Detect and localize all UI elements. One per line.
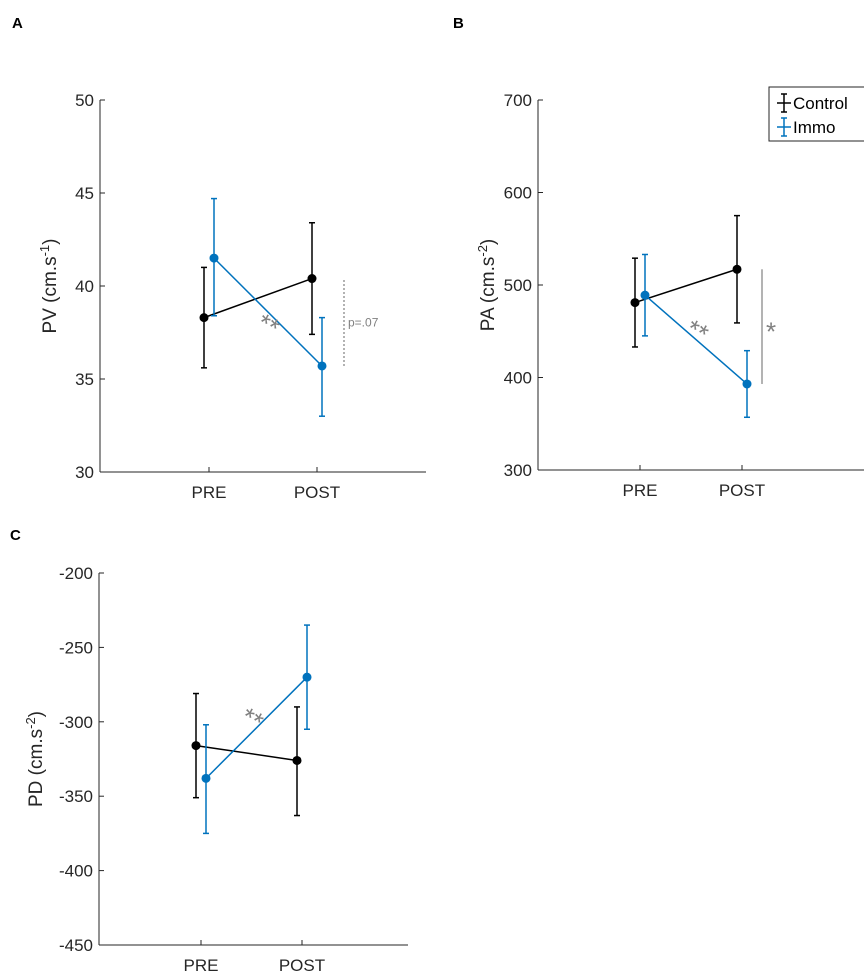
legend: Control Immo [768,86,864,142]
significance-stars: ** [252,307,284,343]
y-tick-label: 40 [75,277,94,296]
data-point-control [307,274,317,284]
p-value-label: p=.07 [348,315,379,329]
legend-entry-control: Control [793,94,848,113]
x-tick-label: PRE [623,481,658,500]
y-tick-label: -450 [59,936,93,955]
series-line-control [634,268,738,304]
y-tick-label: -250 [59,638,93,657]
x-tick-label: POST [719,481,765,500]
data-point-control [630,298,640,308]
y-tick-label: 30 [75,463,94,482]
series-line-immo [213,257,323,367]
significance-stars: ** [236,701,268,737]
panel-letter: B [453,15,464,32]
x-tick-label: PRE [192,483,227,502]
y-axis-label: PA (cm.s-2) [475,239,500,332]
y-tick-label: 45 [75,184,94,203]
significance-star: * [766,317,776,347]
legend-box [768,86,864,142]
series-line-control [203,277,313,319]
data-point-immo [742,379,752,389]
y-tick-label: 300 [504,461,532,480]
y-tick-label: 400 [504,369,532,388]
series-line-immo [205,676,308,779]
panel-c: C -450 -400 -350 -300 -250 -200 PRE POST PD (cm.s… [10,527,408,975]
x-tick-label: PRE [184,956,219,975]
data-point-immo [209,253,219,263]
data-point-immo [201,773,211,783]
y-tick-label: 600 [504,184,532,203]
data-point-control [732,264,742,274]
panel-letter: A [12,15,23,32]
x-tick-label: POST [279,956,325,975]
panel-a: A 30 35 40 45 50 PRE POST PV (cm.s-1) ** p=.07 [12,15,426,502]
y-tick-label: 500 [504,276,532,295]
data-point-immo [640,290,650,300]
y-tick-label: -200 [59,564,93,583]
y-tick-label: 700 [504,91,532,110]
data-point-control [292,755,302,765]
panel-letter: C [10,527,21,544]
x-tick-label: POST [294,483,340,502]
legend-entry-immo: Immo [793,118,836,137]
data-point-immo [302,672,312,682]
data-point-immo [317,361,327,371]
y-tick-label: 50 [75,91,94,110]
y-axis-label: PD (cm.s-2) [23,711,48,807]
y-tick-label: -300 [59,713,93,732]
y-axis-label: PV (cm.s-1) [37,239,62,334]
significance-stars: ** [681,313,713,349]
y-tick-label: 35 [75,370,94,389]
series-line-immo [644,294,748,385]
data-point-control [199,313,209,323]
y-tick-label: -350 [59,787,93,806]
series-line-control [195,744,298,762]
y-tick-label: -400 [59,862,93,881]
data-point-control [191,741,201,751]
